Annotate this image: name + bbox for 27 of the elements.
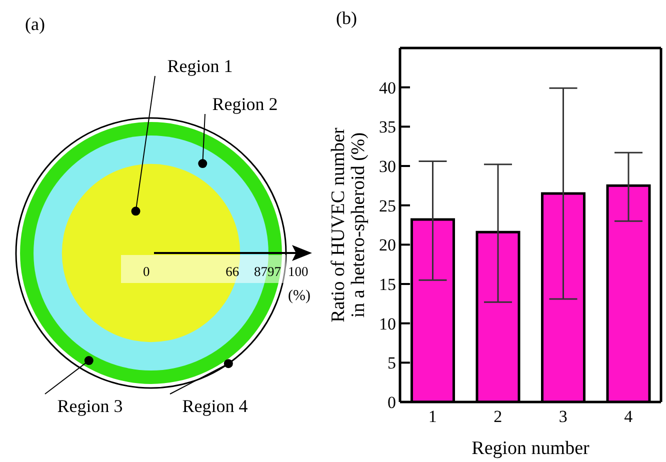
y-tick-label: 20 xyxy=(379,236,396,255)
x-tick-label: 4 xyxy=(624,407,634,426)
y-tick-label: 25 xyxy=(379,196,396,216)
text: (a) xyxy=(25,14,45,34)
text: (%) xyxy=(288,288,310,304)
y-tick-label: 15 xyxy=(379,275,396,294)
x-tick-label: 3 xyxy=(558,407,568,426)
category-label: Region 3 xyxy=(57,396,123,416)
y-tick-label: 35 xyxy=(379,118,396,137)
y-axis-title: Ratio of HUVEC number in a hetero-spheroid (%) xyxy=(328,126,369,322)
y-tick-label: 0 xyxy=(388,393,396,412)
y-tick-label: 5 xyxy=(388,354,396,373)
y-tick-label: 10 xyxy=(379,314,396,334)
text: 97 xyxy=(267,264,282,279)
category-label: Region 2 xyxy=(212,94,278,114)
category-label: Region 4 xyxy=(182,396,248,416)
text: 66 xyxy=(226,264,240,279)
x-tick-label: 1 xyxy=(428,407,437,426)
y-tick-label: 30 xyxy=(379,157,396,176)
text: 0 xyxy=(143,264,150,279)
x-tick-label: 2 xyxy=(494,407,502,426)
y-tick-label: 40 xyxy=(379,78,396,98)
text: 100 xyxy=(288,264,308,279)
category-label: Region 1 xyxy=(167,56,233,76)
x-axis-title: Region number xyxy=(472,438,590,459)
chart-title: (b) xyxy=(336,8,357,29)
text: 87 xyxy=(254,264,268,279)
